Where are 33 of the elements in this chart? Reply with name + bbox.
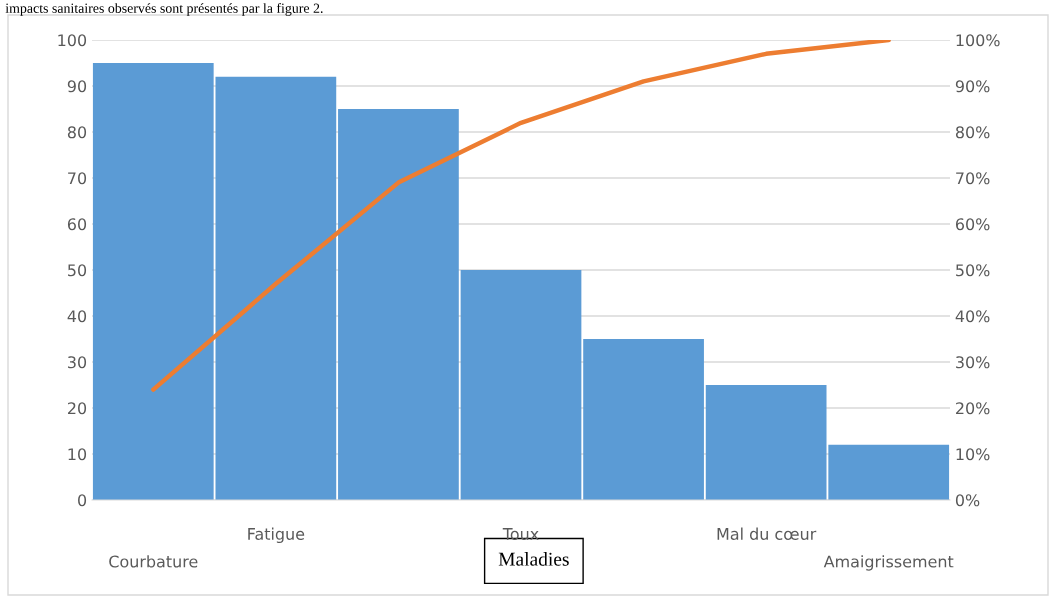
y2-tick-label: 10% — [956, 448, 990, 461]
y-tick-label: 40 — [67, 310, 87, 323]
y-tick-label: 0 — [78, 494, 87, 507]
x-tick-label: Courbature — [109, 555, 198, 568]
y2-tick-label: 50% — [956, 264, 990, 277]
line-series — [151, 40, 891, 392]
x-tick-label: Fatigue — [248, 527, 305, 544]
y-tick-label: 100 — [58, 34, 87, 47]
y2-tick-label: 30% — [956, 356, 990, 369]
y-tick-label: 20 — [67, 402, 87, 415]
x-axis-title: Maladies — [498, 552, 569, 566]
y-tick-label: 60 — [67, 218, 87, 231]
y2-tick-label: 20% — [956, 402, 990, 415]
x-tick-label: Mal du cœur — [717, 527, 817, 540]
bar — [583, 339, 704, 500]
y2-tick-label: 90% — [955, 80, 990, 93]
y2-tick-label: 60% — [955, 218, 990, 231]
y2-tick-label: 0% — [955, 494, 980, 507]
y-tick-label: 90 — [67, 80, 87, 93]
y2-tick-label: 40% — [955, 310, 990, 323]
y-tick-label: 80 — [67, 126, 87, 139]
text: impacts sanitaires observés sont présentés par la figure 2. — [5, 3, 323, 16]
y2-tick-label: 100% — [956, 34, 1000, 47]
x-tick-label: Amaigrissement — [823, 555, 954, 571]
y2-tick-label: 80% — [955, 126, 990, 139]
y-tick-label: 70 — [68, 172, 87, 185]
y-tick-label: 50 — [68, 264, 87, 277]
y2-tick-label: 70% — [956, 172, 990, 185]
x-tick-label: Toux — [502, 528, 539, 540]
bar — [338, 109, 459, 500]
bar — [460, 270, 582, 500]
y-tick-label: 30 — [68, 356, 87, 369]
y-tick-label: 10 — [68, 448, 87, 461]
